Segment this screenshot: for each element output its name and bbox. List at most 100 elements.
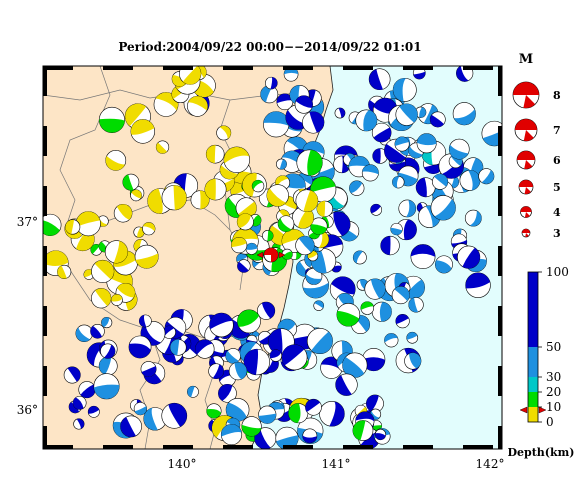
beachball [120, 415, 142, 438]
map-area [43, 66, 502, 449]
colorbar-label: 20 [546, 385, 561, 399]
beachball [266, 184, 289, 207]
beachball [98, 356, 118, 376]
beachball [63, 366, 81, 384]
beachball [464, 209, 482, 227]
beachball [380, 235, 400, 256]
beachball [277, 215, 295, 232]
beachball [368, 68, 391, 91]
x-tick-142: 142° [476, 457, 505, 471]
beachball [302, 111, 325, 134]
beachball [392, 77, 417, 102]
beachball [122, 173, 140, 191]
beachball [291, 206, 314, 229]
beachball [93, 373, 120, 400]
beachball [395, 103, 418, 126]
magnitude-label: 5 [553, 181, 561, 194]
beachball [395, 314, 410, 329]
beachball [218, 383, 237, 403]
beachball [296, 149, 323, 176]
beachball [391, 286, 410, 305]
beachball [208, 363, 224, 380]
beachball [216, 125, 232, 141]
magnitude-label: 8 [553, 89, 561, 102]
beachball [237, 309, 261, 334]
magnitude-legend-item: 5 [518, 179, 561, 195]
beachball [414, 106, 427, 118]
magnitude-legend-item: 6 [516, 150, 561, 170]
magnitude-legend: M 8 7 6 5 4 3 [512, 52, 561, 240]
beachball [105, 150, 127, 171]
beachball [206, 403, 222, 419]
beachball [390, 222, 403, 236]
beachball [342, 352, 368, 378]
beachball [225, 397, 250, 422]
colorbar-label: 30 [546, 370, 561, 384]
beachball [228, 361, 248, 381]
beachball [87, 405, 100, 418]
beachball [100, 343, 116, 359]
beachball [263, 111, 290, 138]
mainshock-beachball [256, 247, 286, 263]
beachball [371, 301, 392, 322]
beachball [43, 213, 62, 237]
colorbar-mid [528, 347, 538, 377]
beachball [371, 122, 392, 143]
beachball [241, 416, 262, 437]
beachball [130, 119, 156, 144]
beachball [302, 428, 318, 444]
beachball [162, 325, 176, 339]
beachball [334, 107, 346, 119]
beachball [220, 423, 243, 446]
beachball [75, 211, 101, 237]
x-tick-140: 140° [168, 457, 197, 471]
beachball [161, 185, 187, 211]
map-title: Period:2004/09/22 00:00−−2014/09/22 01:0… [118, 40, 422, 54]
magnitude-label: 6 [553, 154, 561, 167]
beachball [275, 158, 287, 170]
colorbar-deep [528, 272, 538, 347]
beachball [352, 420, 374, 441]
beachball [143, 407, 167, 431]
beachball [335, 373, 358, 396]
magnitude-label: 3 [553, 227, 561, 240]
beachball [179, 66, 202, 85]
beachball [478, 168, 495, 185]
magnitude-legend-item: 8 [512, 81, 561, 109]
beachball [295, 235, 315, 256]
beachball [305, 398, 322, 416]
x-tick-141: 141° [322, 457, 351, 471]
beachball [78, 381, 96, 399]
colorbar-surface [528, 407, 538, 422]
beachball [481, 120, 502, 147]
beachball [187, 95, 208, 117]
magnitude-label: 4 [553, 206, 561, 219]
beachball [205, 144, 225, 164]
magnitude-legend-item: 7 [514, 118, 561, 142]
colorbar-label: 0 [546, 415, 554, 429]
colorbar-shallow [528, 377, 538, 392]
beachball [406, 331, 419, 344]
beachball [361, 164, 379, 182]
beachball [91, 259, 115, 283]
beachball [434, 255, 453, 274]
beachball [113, 203, 133, 223]
beachball [237, 259, 251, 273]
beachball [457, 245, 481, 269]
beachball [140, 361, 157, 377]
beachball [104, 240, 128, 264]
beachball [360, 301, 375, 315]
beachball [352, 250, 367, 265]
beachball [128, 335, 152, 359]
beachball [138, 314, 152, 328]
beachball [223, 146, 250, 173]
beachball [465, 272, 491, 298]
beachball [412, 66, 426, 80]
beachball [161, 402, 188, 429]
beachball [429, 111, 446, 128]
beachball [404, 352, 422, 370]
beachball [169, 339, 187, 356]
beachball [459, 169, 481, 191]
beachball [245, 242, 258, 255]
